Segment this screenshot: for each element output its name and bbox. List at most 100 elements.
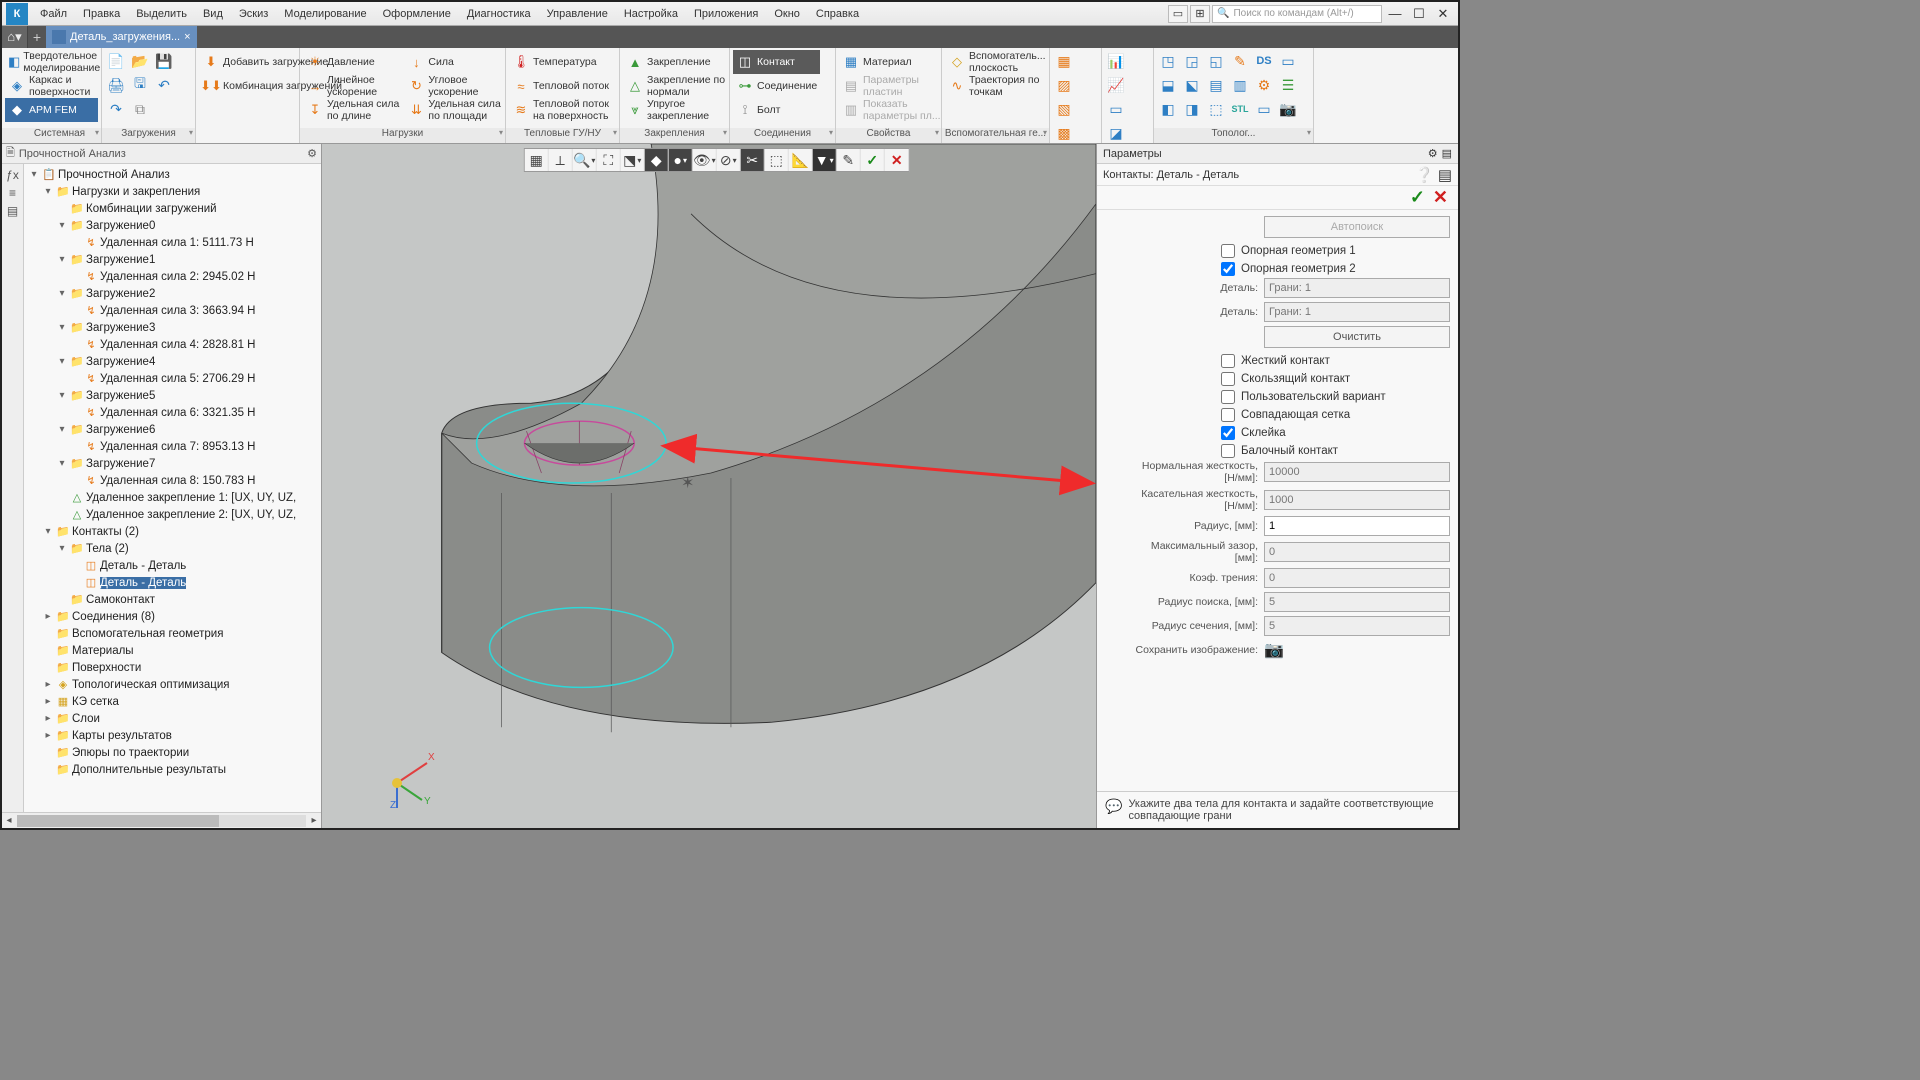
tree-node[interactable]: ↯Удаленная сила 4: 2828.81 H <box>26 336 321 353</box>
fixation-normal[interactable]: △Закрепление понормали <box>623 74 728 98</box>
tree-node[interactable]: ↯Удаленная сила 5: 2706.29 H <box>26 370 321 387</box>
section-radius-field[interactable] <box>1264 616 1450 636</box>
maximize-button[interactable]: ☐ <box>1408 5 1430 23</box>
tree-node[interactable]: ▾📁Загружение6 <box>26 421 321 438</box>
t6-icon[interactable]: ⬓ <box>1157 74 1179 96</box>
vt-fit-icon[interactable]: ⛶ <box>597 149 621 171</box>
vt-section-icon[interactable]: ✂ <box>741 149 765 171</box>
tree-icon[interactable]: ▤ <box>7 204 18 218</box>
t5-icon[interactable]: ▭ <box>1277 50 1299 72</box>
linear-accel[interactable]: →Линейноеускорение <box>303 74 402 98</box>
panel-gear-icon[interactable]: ⚙ <box>307 147 317 160</box>
minimize-button[interactable]: — <box>1384 5 1406 23</box>
t3-icon[interactable]: ◱ <box>1205 50 1227 72</box>
tree-node[interactable]: ↯Удаленная сила 6: 3321.35 H <box>26 404 321 421</box>
clear-button[interactable]: Очистить <box>1264 326 1450 348</box>
variables-icon[interactable]: ⊞ <box>1190 5 1210 23</box>
menu-edit[interactable]: Правка <box>75 2 128 26</box>
vt-filter-icon[interactable]: ▼ <box>813 149 837 171</box>
tree-h-scrollbar[interactable]: ◂▸ <box>2 812 321 828</box>
props-pin-icon[interactable]: ▤ <box>1442 147 1452 160</box>
tree-node[interactable]: ▸◈Топологическая оптимизация <box>26 676 321 693</box>
menu-apps[interactable]: Приложения <box>686 2 766 26</box>
res3-icon[interactable]: ▭ <box>1105 98 1127 120</box>
tree-node[interactable]: ▸▦КЭ сетка <box>26 693 321 710</box>
vt-cancel-icon[interactable]: ✕ <box>885 149 909 171</box>
res1-icon[interactable]: 📊 <box>1105 50 1127 72</box>
tree-node[interactable]: 📁Комбинации загружений <box>26 200 321 217</box>
dist-force-area[interactable]: ⇊Удельная силапо площади <box>404 98 503 122</box>
tree-node[interactable]: ▾📁Загружение2 <box>26 285 321 302</box>
tree-node[interactable]: ↯Удаленная сила 3: 3663.94 H <box>26 302 321 319</box>
tree-node[interactable]: ↯Удаленная сила 1: 5111.73 H <box>26 234 321 251</box>
t12-icon[interactable]: ◧ <box>1157 98 1179 120</box>
vt-axis-icon[interactable]: ⟂ <box>549 149 573 171</box>
tree-node[interactable]: ▾📁Нагрузки и закрепления <box>26 183 321 200</box>
menu-setup[interactable]: Настройка <box>616 2 686 26</box>
tree-node[interactable]: ▾📁Загружение4 <box>26 353 321 370</box>
home-tab[interactable]: ⌂▾ <box>2 26 28 48</box>
new-icon[interactable]: 📄 <box>105 50 127 72</box>
vt-iso-icon[interactable]: ◆ <box>645 149 669 171</box>
vt-hide-icon[interactable]: 👁 <box>693 149 717 171</box>
vt-explode-icon[interactable]: ⬚ <box>765 149 789 171</box>
max-gap-field[interactable] <box>1264 542 1450 562</box>
list2-icon[interactable]: ▤ <box>1438 166 1452 184</box>
ref-geom-2-check[interactable] <box>1221 262 1235 276</box>
props-gear-icon[interactable]: ⚙ <box>1428 147 1438 160</box>
document-tab[interactable]: Деталь_загружения... × <box>46 26 197 48</box>
command-search[interactable]: 🔍Поиск по командам (Alt+/) <box>1212 5 1382 23</box>
heat-flux[interactable]: ≈Тепловой поток <box>509 74 612 98</box>
part2-field[interactable] <box>1264 302 1450 322</box>
pressure[interactable]: ☀Давление <box>303 50 402 74</box>
custom-check[interactable] <box>1221 390 1235 404</box>
angular-accel[interactable]: ↻Угловоеускорение <box>404 74 503 98</box>
menu-manage[interactable]: Управление <box>539 2 616 26</box>
tree-node[interactable]: ▾📁Загружение3 <box>26 319 321 336</box>
vt-measure-icon[interactable]: 📐 <box>789 149 813 171</box>
glue-check[interactable] <box>1221 426 1235 440</box>
trajectory[interactable]: ∿Траектория поточкам <box>945 74 1049 98</box>
t15-icon[interactable]: ▭ <box>1253 98 1275 120</box>
vt-zoom-icon[interactable]: 🔍 <box>573 149 597 171</box>
temperature[interactable]: 🌡Температура <box>509 50 612 74</box>
contact[interactable]: ◫Контакт <box>733 50 820 74</box>
t10-icon[interactable]: ⚙ <box>1253 74 1275 96</box>
viewport-3d[interactable]: ✶ X Y Z ▦ ⟂ 🔍 ⛶ ⬔ ◆ ● 👁 ⊘ ✂ ⬚ <box>322 144 1096 828</box>
menu-help[interactable]: Справка <box>808 2 867 26</box>
menu-sketch[interactable]: Эскиз <box>231 2 276 26</box>
rigid-check[interactable] <box>1221 354 1235 368</box>
t11-icon[interactable]: ☰ <box>1277 74 1299 96</box>
tree-node[interactable]: ▾📁Загружение7 <box>26 455 321 472</box>
bolt[interactable]: ⟟Болт <box>733 98 820 122</box>
tree-node[interactable]: 📁Поверхности <box>26 659 321 676</box>
beam-check[interactable] <box>1221 444 1235 458</box>
tree-node[interactable]: ▾📁Загружение5 <box>26 387 321 404</box>
tree-node[interactable]: ◫Деталь - Деталь <box>26 557 321 574</box>
ref-geom-1-check[interactable] <box>1221 244 1235 258</box>
menu-file[interactable]: Файл <box>32 2 75 26</box>
wireframe-surfaces[interactable]: ◈Каркас иповерхности <box>5 74 98 98</box>
t13-icon[interactable]: ◨ <box>1181 98 1203 120</box>
t8-icon[interactable]: ▤ <box>1205 74 1227 96</box>
copy-icon[interactable]: ⧉ <box>129 98 151 120</box>
tab-close-icon[interactable]: × <box>184 31 190 43</box>
force[interactable]: ↓Сила <box>404 50 503 74</box>
tree-node[interactable]: △Удаленное закрепление 2: [UX, UY, UZ, <box>26 506 321 523</box>
tree-node[interactable]: ▸📁Карты результатов <box>26 727 321 744</box>
res2-icon[interactable]: 📈 <box>1105 74 1127 96</box>
t1-icon[interactable]: ◳ <box>1157 50 1179 72</box>
vt-grid-icon[interactable]: ▦ <box>525 149 549 171</box>
t4-icon[interactable]: ✎ <box>1229 50 1251 72</box>
tree-node[interactable]: ▾📁Загружение1 <box>26 251 321 268</box>
vt-orient-icon[interactable]: ⬔ <box>621 149 645 171</box>
tree-node[interactable]: 📁Вспомогательная геометрия <box>26 625 321 642</box>
layout-icon[interactable]: ▭ <box>1168 5 1188 23</box>
save-image-icon[interactable]: 📷 <box>1264 640 1450 660</box>
heat-flux-surface[interactable]: ≋Тепловой потокна поверхность <box>509 98 612 122</box>
tree-node[interactable]: ▾📁Тела (2) <box>26 540 321 557</box>
tree-node[interactable]: 📁Материалы <box>26 642 321 659</box>
analysis-tree[interactable]: ▾📋Прочностной Анализ▾📁Нагрузки и закрепл… <box>24 164 321 812</box>
mesh3-icon[interactable]: ▧ <box>1053 98 1075 120</box>
menu-design[interactable]: Оформление <box>375 2 459 26</box>
